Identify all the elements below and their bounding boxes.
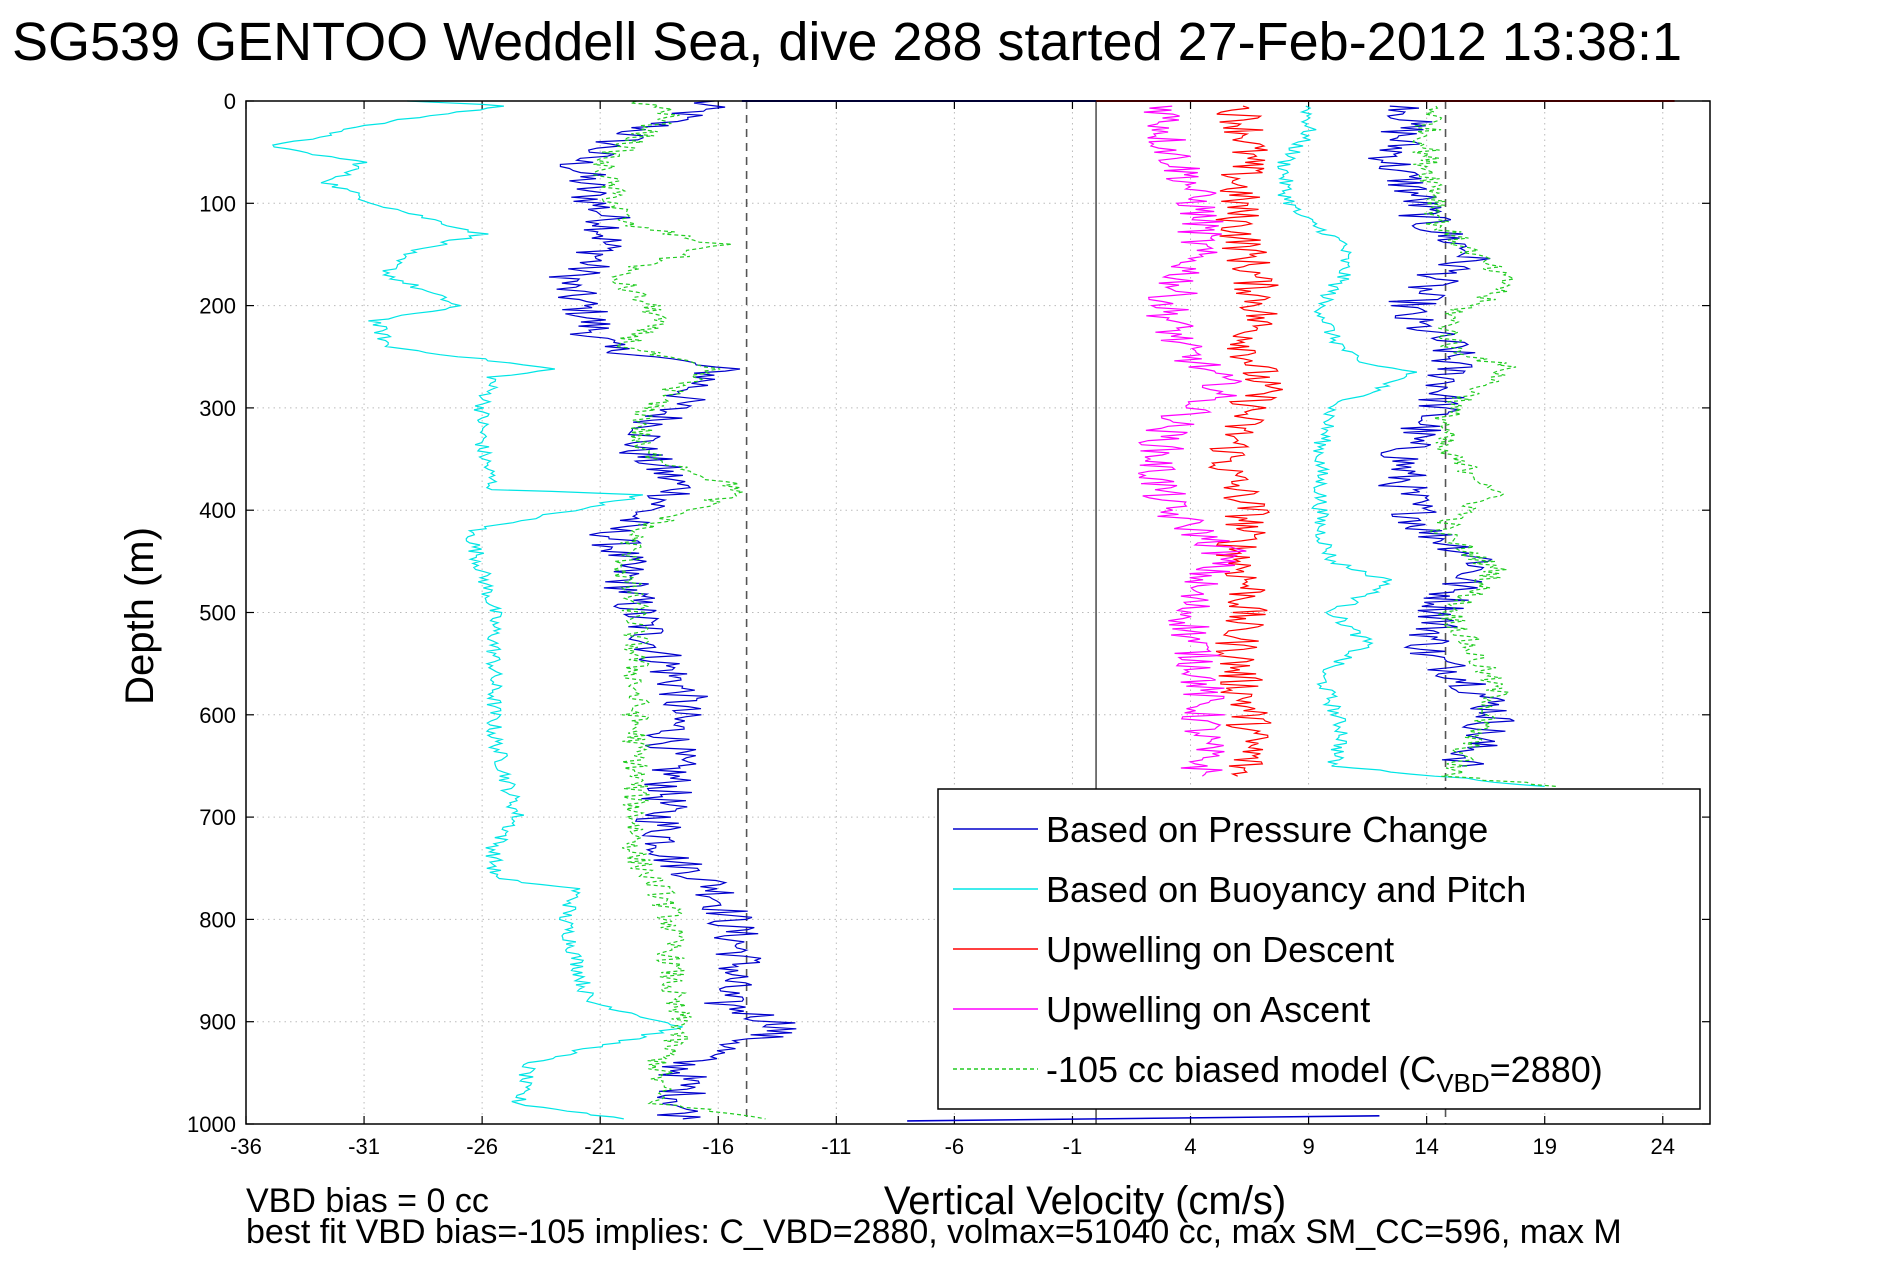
legend: Based on Pressure Change Based on Buoyanc…	[937, 788, 1701, 1110]
x-tick-label: -21	[584, 1134, 616, 1159]
legend-label: Based on Buoyancy and Pitch	[1046, 869, 1526, 910]
y-tick-label: 300	[199, 396, 236, 421]
x-tick-label: 24	[1651, 1134, 1675, 1159]
x-tick-label: -36	[230, 1134, 262, 1159]
x-tick-label: 9	[1302, 1134, 1314, 1159]
footnote-vbd-bias: VBD bias = 0 cc	[246, 1182, 489, 1220]
series-line	[593, 100, 766, 1120]
plot-frame	[245, 100, 1711, 1125]
x-tick-label: 4	[1184, 1134, 1196, 1159]
y-tick-label: 1000	[187, 1112, 236, 1137]
y-tick-label: 0	[224, 89, 236, 114]
series-line	[1138, 105, 1247, 777]
series-line	[1368, 105, 1515, 767]
series-line	[548, 100, 797, 1120]
y-tick-label: 400	[199, 498, 236, 523]
y-tick-labels: 0 100 200 300 400 500 600 700 800 900 1000	[187, 89, 236, 1137]
series-line	[907, 1115, 1380, 1122]
y-tick-label: 700	[199, 805, 236, 830]
x-tick-label: -31	[348, 1134, 380, 1159]
y-tick-label: 600	[199, 703, 236, 728]
x-tick-label: 19	[1532, 1134, 1556, 1159]
y-tick-label: 100	[199, 191, 236, 216]
y-tick-label: 900	[199, 1010, 236, 1035]
series-line	[271, 100, 683, 1120]
footnote-best-fit: best fit VBD bias=-105 implies: C_VBD=28…	[246, 1213, 1622, 1251]
x-axis-label: Vertical Velocity (cm/s)	[884, 1179, 1286, 1223]
x-tick-label: -26	[466, 1134, 498, 1159]
y-axis-label: Depth (m)	[118, 527, 162, 705]
legend-label: Based on Pressure Change	[1046, 809, 1488, 850]
legend-box	[937, 788, 1701, 1110]
series-line	[1412, 105, 1557, 787]
y-tick-label: 200	[199, 294, 236, 319]
x-tick-label: -6	[945, 1134, 965, 1159]
series-line	[1207, 105, 1283, 777]
legend-label: -105 cc biased model (CVBD=2880)	[1046, 1049, 1603, 1098]
x-tick-label: -1	[1063, 1134, 1083, 1159]
legend-label: Upwelling on Ascent	[1046, 989, 1370, 1030]
chart-title: SG539 GENTOO Weddell Sea, dive 288 start…	[12, 12, 1682, 72]
x-tick-label: 14	[1414, 1134, 1438, 1159]
x-tick-label: -11	[821, 1134, 851, 1159]
y-tick-label: 500	[199, 601, 236, 626]
x-tick-label: -16	[702, 1134, 734, 1159]
y-tick-label: 800	[199, 907, 236, 932]
series-line	[1277, 105, 1545, 787]
legend-label: Upwelling on Descent	[1046, 929, 1394, 970]
x-tick-labels: -36 -31 -26 -21 -16 -11 -6 -1 4 9 14 19 24	[230, 1134, 1675, 1159]
